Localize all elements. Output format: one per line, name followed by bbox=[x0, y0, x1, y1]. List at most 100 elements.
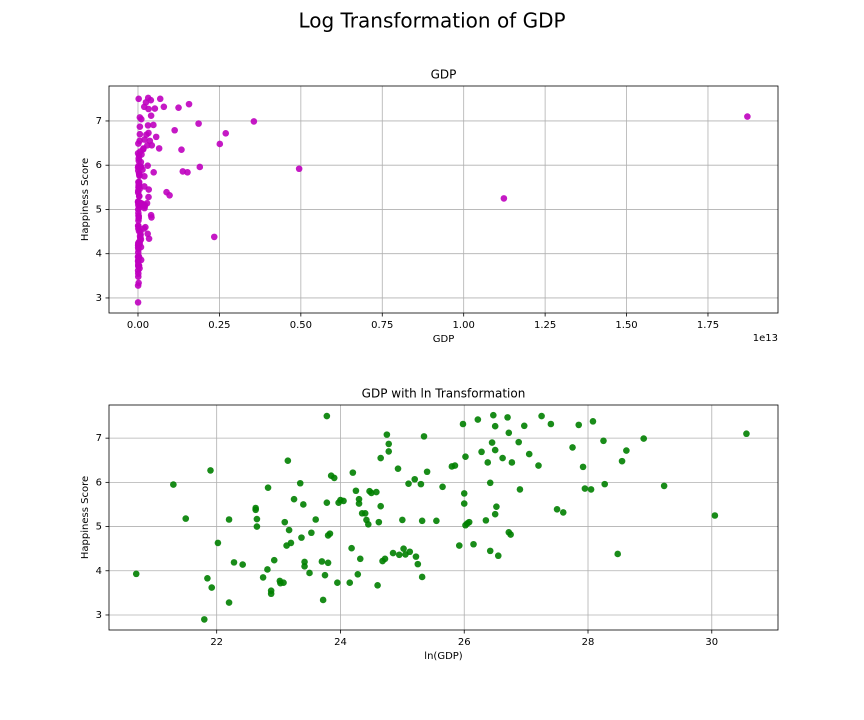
point bbox=[178, 146, 185, 154]
point bbox=[300, 501, 307, 508]
point bbox=[520, 422, 528, 430]
point bbox=[135, 95, 142, 103]
point bbox=[225, 516, 233, 523]
point bbox=[411, 475, 419, 483]
point bbox=[184, 168, 191, 176]
x-axis-label: GDP bbox=[433, 334, 454, 345]
x-tick-label: 1.25 bbox=[534, 320, 556, 331]
point bbox=[148, 141, 156, 149]
point bbox=[312, 516, 320, 523]
y-tick-label: 3 bbox=[96, 293, 102, 304]
point bbox=[439, 483, 446, 491]
point bbox=[147, 96, 155, 104]
point bbox=[141, 172, 148, 180]
point bbox=[491, 422, 499, 430]
x-tick-label: 26 bbox=[458, 637, 471, 648]
point bbox=[354, 571, 362, 578]
point bbox=[225, 599, 233, 606]
point bbox=[349, 469, 357, 476]
point bbox=[204, 574, 211, 582]
point bbox=[515, 438, 522, 446]
point bbox=[420, 433, 428, 440]
point bbox=[152, 133, 160, 141]
point bbox=[346, 579, 354, 587]
x-tick-label: 22 bbox=[210, 637, 223, 648]
point bbox=[284, 457, 292, 464]
point bbox=[423, 468, 431, 476]
figure-title: Log Transformation of GDP bbox=[298, 9, 565, 33]
point bbox=[214, 539, 222, 547]
point bbox=[136, 265, 143, 272]
y-axis-label: Happiness Score bbox=[80, 476, 91, 559]
point bbox=[491, 510, 499, 518]
x-tick-label: 1.00 bbox=[453, 320, 475, 331]
point bbox=[377, 502, 384, 510]
point bbox=[394, 465, 402, 472]
point bbox=[144, 162, 151, 169]
point bbox=[264, 566, 271, 573]
point bbox=[507, 531, 514, 538]
point bbox=[324, 559, 332, 567]
point bbox=[553, 506, 561, 513]
point bbox=[150, 121, 157, 129]
point bbox=[569, 444, 576, 451]
point bbox=[711, 512, 719, 519]
y-tick-label: 5 bbox=[96, 522, 102, 533]
point bbox=[484, 459, 492, 466]
point bbox=[488, 439, 496, 446]
point bbox=[230, 559, 238, 566]
point bbox=[134, 270, 142, 277]
point bbox=[208, 584, 216, 591]
point bbox=[460, 490, 468, 497]
point bbox=[134, 299, 142, 306]
point bbox=[281, 518, 289, 526]
point bbox=[253, 515, 261, 523]
point bbox=[259, 574, 267, 581]
point bbox=[352, 487, 360, 495]
point bbox=[301, 558, 308, 566]
x-tick-label: 1.50 bbox=[615, 320, 637, 331]
point bbox=[493, 503, 500, 510]
point bbox=[295, 165, 303, 173]
point bbox=[145, 193, 152, 201]
point bbox=[196, 163, 204, 171]
point bbox=[148, 214, 155, 221]
point bbox=[253, 523, 261, 530]
x-tick-label: 0.75 bbox=[371, 320, 393, 331]
point bbox=[136, 123, 144, 131]
point bbox=[334, 579, 341, 587]
y-tick-label: 6 bbox=[96, 477, 102, 488]
y-tick-label: 6 bbox=[96, 160, 102, 171]
point bbox=[581, 485, 589, 492]
point bbox=[319, 596, 327, 604]
point bbox=[207, 467, 214, 474]
point bbox=[185, 100, 193, 108]
point bbox=[375, 518, 383, 526]
point bbox=[318, 558, 326, 565]
point bbox=[216, 140, 224, 148]
point bbox=[600, 437, 607, 445]
point bbox=[137, 231, 144, 238]
x-tick-label: 24 bbox=[334, 637, 347, 648]
point bbox=[171, 126, 178, 134]
point bbox=[267, 587, 275, 594]
point bbox=[460, 500, 468, 507]
point bbox=[406, 548, 414, 556]
point bbox=[486, 479, 494, 487]
point bbox=[660, 482, 668, 490]
point bbox=[135, 178, 143, 186]
point bbox=[399, 516, 406, 524]
point bbox=[505, 429, 513, 437]
point bbox=[368, 489, 375, 497]
point bbox=[156, 95, 164, 103]
point bbox=[618, 457, 626, 465]
point bbox=[494, 552, 502, 560]
point bbox=[579, 463, 587, 471]
point bbox=[175, 104, 182, 111]
point bbox=[486, 547, 494, 555]
point bbox=[743, 430, 750, 438]
point bbox=[139, 166, 146, 173]
point bbox=[525, 450, 533, 458]
point bbox=[355, 495, 363, 503]
point bbox=[417, 480, 425, 488]
